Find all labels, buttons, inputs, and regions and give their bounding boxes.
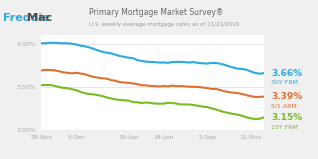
Text: 3.66%: 3.66% <box>271 69 302 78</box>
Text: Freddie: Freddie <box>3 13 50 23</box>
Text: Primary Mortgage Market Survey®: Primary Mortgage Market Survey® <box>89 8 224 17</box>
Text: 3.15%: 3.15% <box>271 113 302 122</box>
Text: Mac: Mac <box>27 13 52 23</box>
Text: 30Y FRM: 30Y FRM <box>271 80 298 85</box>
Text: 3.39%: 3.39% <box>271 92 302 101</box>
Text: 5/1 ARM: 5/1 ARM <box>271 104 297 109</box>
Text: 15Y FRM: 15Y FRM <box>271 125 298 130</box>
Text: U.S. weekly average mortgage rates as of 11/21/2019: U.S. weekly average mortgage rates as of… <box>89 22 239 27</box>
